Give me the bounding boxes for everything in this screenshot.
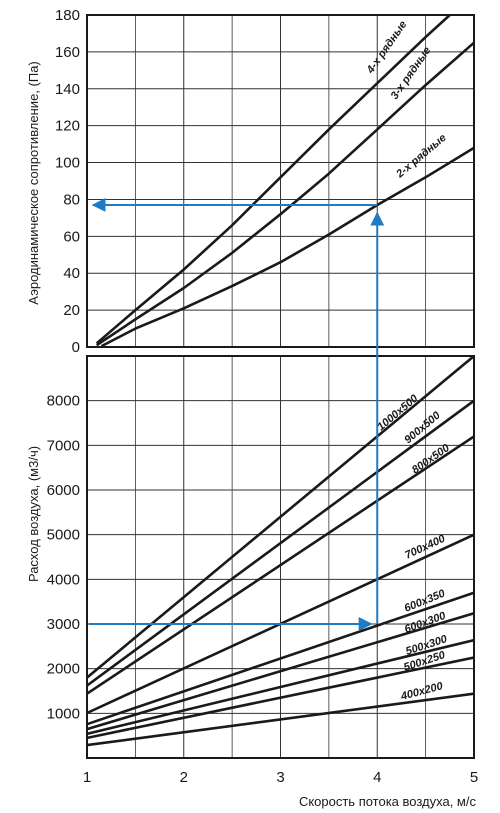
bottom-series-line — [87, 435, 474, 695]
top-y-tick-label: 100 — [55, 155, 80, 172]
bottom-series-line — [87, 638, 474, 736]
bottom-series-label: 800x500 — [410, 442, 453, 477]
top-series-line — [100, 146, 474, 347]
bottom-frame — [86, 355, 475, 759]
reference-arrows — [89, 197, 385, 631]
bottom-series-line — [87, 692, 474, 747]
top-y-tick-label: 0 — [72, 339, 80, 356]
top-series-label: 4-х рядные — [364, 19, 409, 77]
top-y-tick-label: 140 — [55, 81, 80, 98]
airflow-y-axis-label: Расход воздуха, (м3/ч) — [26, 446, 41, 582]
top-y-tick-label: 160 — [55, 44, 80, 61]
top-series-line — [95, 41, 474, 347]
top-series-line — [95, 15, 451, 345]
bottom-y-tick-label: 6000 — [47, 482, 80, 499]
bottom-y-tick-label: 5000 — [47, 527, 80, 544]
top-series-label: 3-х рядные — [389, 45, 434, 102]
x-tick-label: 2 — [180, 769, 188, 786]
bottom-series-line — [87, 656, 474, 740]
bottom-y-tick-label: 7000 — [47, 437, 80, 454]
bottom-y-tick-label: 3000 — [47, 616, 80, 633]
top-y-tick-label: 20 — [63, 302, 80, 319]
x-tick-label: 5 — [470, 769, 478, 786]
bottom-series-line — [87, 591, 474, 726]
x-tick-label: 3 — [276, 769, 284, 786]
bottom-y-tick-label: 1000 — [47, 705, 80, 722]
top-y-tick-label: 120 — [55, 118, 80, 135]
bottom-y-tick-label: 8000 — [47, 393, 80, 410]
bottom-series-line — [87, 612, 474, 731]
top-series-label: 2-х рядные — [393, 132, 448, 181]
top-frame — [86, 14, 475, 348]
resistance-y-axis-label: Аэродинамическое сопротивление, (Па) — [26, 61, 41, 304]
x-tick-label: 1 — [83, 769, 91, 786]
top-y-tick-label: 60 — [63, 228, 80, 245]
x-tick-label: 4 — [373, 769, 381, 786]
top-y-tick-label: 80 — [63, 191, 80, 208]
x-axis-label: Скорость потока воздуха, м/с — [299, 794, 477, 809]
top-y-tick-label: 40 — [63, 265, 80, 282]
bottom-y-tick-label: 2000 — [47, 661, 80, 678]
top-y-tick-label: 180 — [55, 7, 80, 24]
bottom-series-line — [87, 399, 474, 687]
bottom-y-tick-label: 4000 — [47, 571, 80, 588]
